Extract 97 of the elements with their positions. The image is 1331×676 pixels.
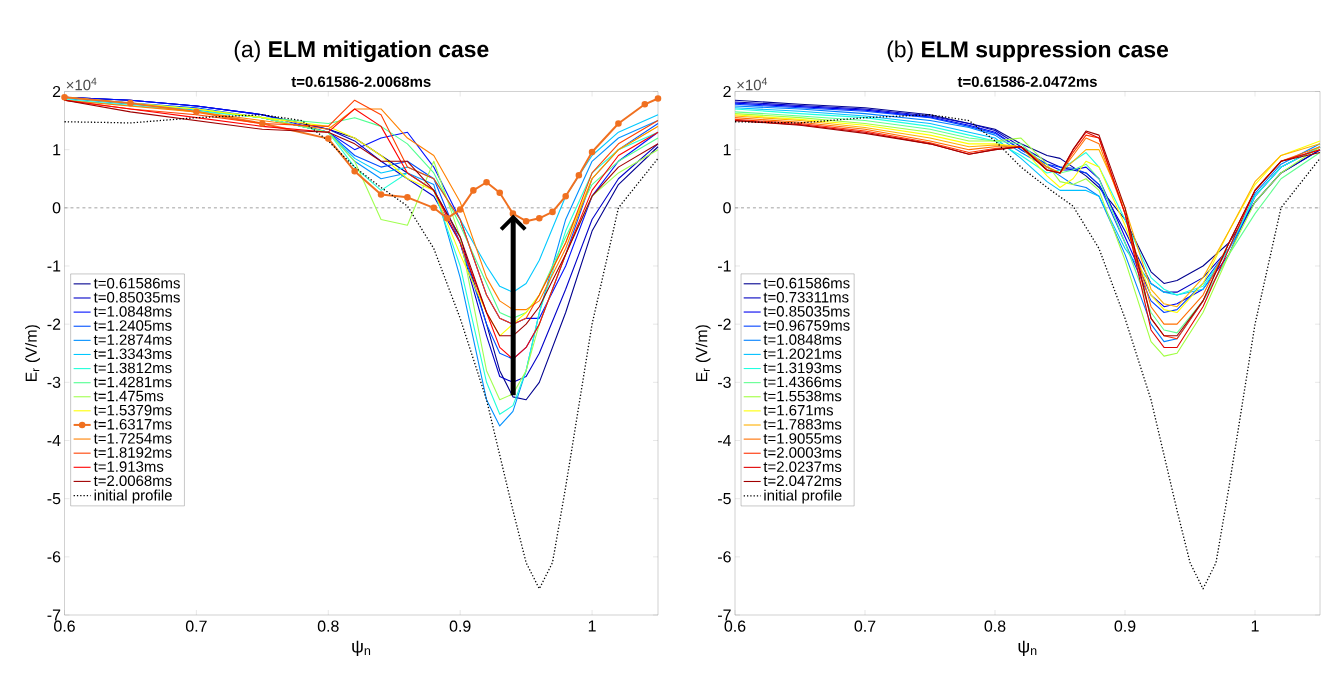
chart-title: (b) ELM suppression case <box>887 40 1169 62</box>
legend-label: initial profile <box>94 489 172 504</box>
x-tick-label: 0.7 <box>185 620 207 632</box>
legend-label: t=1.2021ms <box>763 348 842 360</box>
x-tick-label: 0.6 <box>724 620 746 632</box>
legend-label: t=1.5538ms <box>763 390 842 402</box>
point <box>575 171 583 179</box>
point <box>496 189 504 196</box>
y-tick-label: -2 <box>718 318 731 330</box>
legend-label: t=1.7883ms <box>763 419 842 430</box>
point <box>536 215 543 222</box>
y-tick-label: 1 <box>723 144 731 156</box>
chart-title: (a) ELM mitigation case <box>234 40 489 62</box>
point <box>483 178 490 186</box>
legend-label: t=1.6317ms <box>93 418 172 430</box>
point <box>588 148 596 156</box>
y-tick-label: -3 <box>47 376 61 388</box>
x-tick-label: 0.6 <box>54 620 75 632</box>
legend-label: t=0.61586ms <box>763 277 850 289</box>
y-tick-label: -6 <box>718 551 731 563</box>
legend-label: t=2.0003ms <box>763 447 842 458</box>
point <box>61 94 68 101</box>
point <box>404 194 411 201</box>
legend-label: t=1.2874ms <box>93 334 172 345</box>
y-tick-label: 2 <box>52 85 61 98</box>
chart-subtitle: t=0.61586-2.0068ms <box>291 76 431 87</box>
legend-label: t=1.4366ms <box>763 376 842 388</box>
point <box>615 120 622 127</box>
point <box>562 192 569 200</box>
x-tick-label: 1 <box>1251 620 1259 632</box>
y-tick-label: -1 <box>718 260 731 272</box>
legend-label: t=0.85035ms <box>93 292 180 303</box>
y-tick-label: 1 <box>53 144 61 156</box>
point <box>654 95 662 102</box>
y-tick-label: -4 <box>47 435 61 446</box>
y-tick-label: -2 <box>47 318 61 330</box>
y-tick-label: -1 <box>47 260 61 272</box>
text: ×10$^{4}$ <box>737 77 768 91</box>
point <box>443 215 451 222</box>
legend-label: t=1.2405ms <box>93 320 172 331</box>
y-tick-label: -6 <box>47 551 61 563</box>
y-tick-label: -4 <box>718 435 732 446</box>
legend-label: initial profile <box>764 489 842 504</box>
legend-label: t=1.475ms <box>93 390 164 402</box>
x-tick-label: 0.8 <box>984 620 1006 632</box>
legend-label: t=2.0237ms <box>763 461 842 472</box>
legend-label: t=2.0472ms <box>763 475 842 487</box>
chart-subtitle: t=0.61586-2.0472ms <box>957 76 1097 87</box>
legend-label: t=1.913ms <box>93 461 164 472</box>
legend-label: t=2.0068ms <box>93 475 172 487</box>
point <box>193 108 200 116</box>
legend-label: t=1.3812ms <box>93 362 172 374</box>
legend-label: t=0.73311ms <box>763 291 849 303</box>
y-tick-label: 0 <box>723 202 731 214</box>
text: ×10$^{4}$ <box>66 77 97 91</box>
legend-label: t=1.4281ms <box>93 376 172 388</box>
y-tick-label: -7 <box>47 609 61 621</box>
x-tick-label: 1 <box>588 620 596 632</box>
x-axis-title: ψ$_{n}$ <box>1018 640 1037 657</box>
point <box>522 217 530 225</box>
legend-label: t=0.96759ms <box>763 320 850 331</box>
point <box>324 135 332 142</box>
point <box>351 167 358 175</box>
y-tick-label: 2 <box>723 85 731 98</box>
point <box>509 210 517 217</box>
y-tick-label: -3 <box>718 376 731 388</box>
legend-label: t=1.9055ms <box>763 433 842 444</box>
x-tick-label: 0.9 <box>1114 620 1136 632</box>
x-tick-label: 0.8 <box>317 620 339 632</box>
point <box>377 191 385 198</box>
y-tick-label: 0 <box>52 202 61 214</box>
legend-label: t=0.85035ms <box>763 306 850 317</box>
point <box>127 99 134 107</box>
legend-label: t=1.7254ms <box>93 433 172 444</box>
legend-label: t=0.61586ms <box>93 277 180 289</box>
point <box>430 204 438 212</box>
point <box>641 101 649 108</box>
legend-label: t=1.0848ms <box>763 334 842 345</box>
y-tick-label: -5 <box>718 493 731 505</box>
legend-label: t=1.8192ms <box>93 447 172 458</box>
point <box>259 120 266 127</box>
x-axis-title: ψ$_{n}$ <box>352 640 371 657</box>
legend-label: t=1.0848ms <box>93 306 172 317</box>
point <box>456 206 464 213</box>
legend-label: t=1.671ms <box>763 404 833 416</box>
x-tick-label: 0.7 <box>854 620 876 632</box>
y-axis-title: E$_{r}$ (V/m) <box>695 325 711 382</box>
x-tick-label: 0.9 <box>449 620 471 632</box>
legend-label: t=1.3193ms <box>763 362 842 374</box>
legend-label: t=1.3343ms <box>93 348 172 360</box>
y-tick-label: -7 <box>718 609 731 621</box>
point <box>549 208 556 216</box>
point <box>470 187 477 194</box>
legend-label: t=1.5379ms <box>93 404 172 416</box>
y-axis-title: E$_{r}$ (V/m) <box>25 325 40 382</box>
line-series <box>734 114 1321 590</box>
y-tick-label: -5 <box>47 493 61 505</box>
